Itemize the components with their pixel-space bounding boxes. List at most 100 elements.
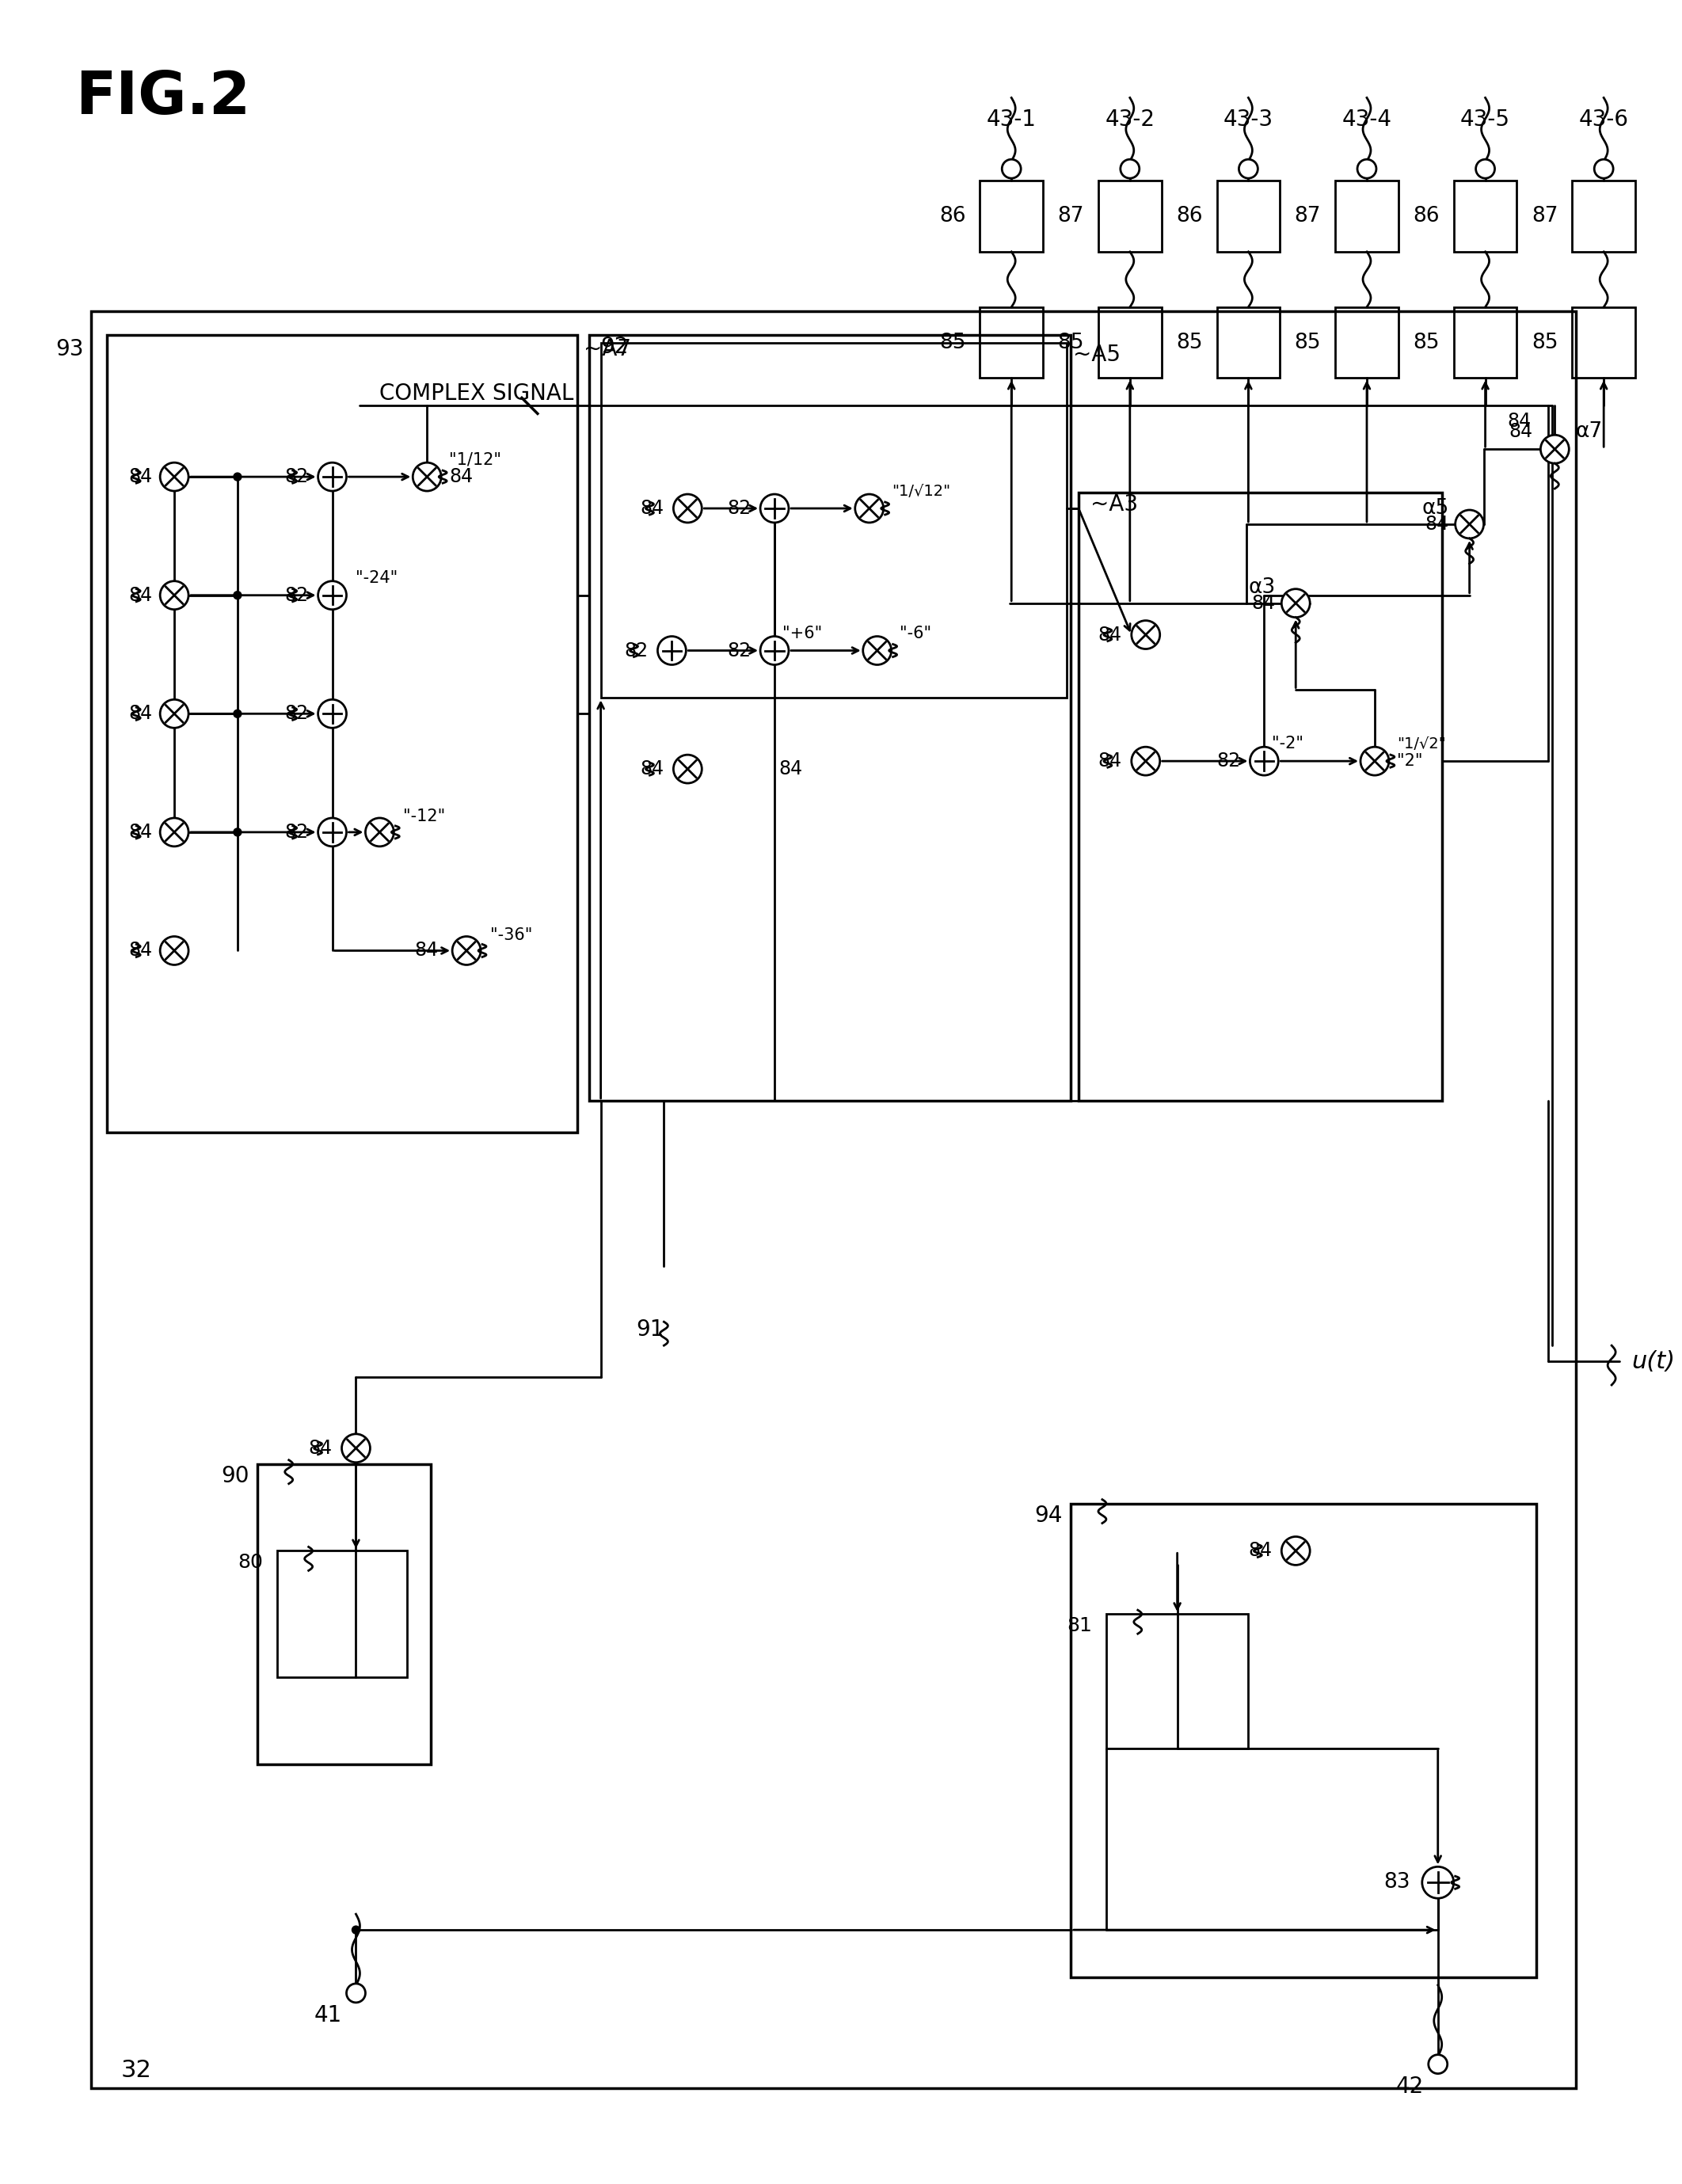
Text: 43-3: 43-3 [1223, 109, 1273, 131]
Circle shape [1132, 620, 1161, 649]
Circle shape [352, 1926, 360, 1933]
Bar [91, 310, 1576, 2088]
Circle shape [1282, 590, 1310, 618]
Bar [1453, 308, 1517, 378]
Circle shape [1250, 747, 1278, 775]
Circle shape [234, 592, 242, 598]
Circle shape [1475, 159, 1495, 179]
Circle shape [1357, 159, 1376, 179]
Circle shape [1428, 2055, 1448, 2073]
Text: α3: α3 [1248, 577, 1275, 598]
Text: FIG.2: FIG.2 [76, 70, 251, 127]
Circle shape [854, 494, 883, 522]
Circle shape [160, 699, 188, 727]
Bar [278, 1551, 407, 1677]
Circle shape [1361, 747, 1389, 775]
Circle shape [1595, 159, 1613, 179]
Bar [589, 334, 1071, 1101]
Text: 84: 84 [449, 467, 473, 487]
Text: 82: 82 [284, 585, 308, 605]
Text: 84: 84 [779, 760, 802, 778]
Circle shape [234, 710, 242, 719]
Text: 87: 87 [1058, 205, 1085, 227]
Circle shape [318, 463, 346, 491]
Text: "-2": "-2" [1272, 736, 1304, 751]
Circle shape [234, 828, 242, 836]
Text: 82: 82 [624, 642, 648, 660]
Text: "-6": "-6" [900, 625, 932, 642]
Text: 85: 85 [939, 332, 965, 354]
Text: 86: 86 [939, 205, 965, 227]
Text: "-12": "-12" [404, 808, 446, 823]
Circle shape [1120, 159, 1139, 179]
Bar [1216, 181, 1280, 251]
Text: 43-5: 43-5 [1460, 109, 1510, 131]
Bar [1336, 181, 1398, 251]
Text: 82: 82 [727, 498, 750, 518]
Circle shape [346, 1983, 365, 2003]
Text: "1/12": "1/12" [449, 452, 501, 467]
Bar [1336, 308, 1398, 378]
Text: 94: 94 [1034, 1505, 1063, 1527]
Bar [108, 334, 577, 1131]
Text: 85: 85 [1413, 332, 1440, 354]
Bar [1071, 1503, 1537, 1977]
Text: 87: 87 [1295, 205, 1320, 227]
Text: "-24": "-24" [357, 570, 399, 585]
Text: 80: 80 [237, 1553, 262, 1572]
Circle shape [160, 937, 188, 965]
Text: "-36": "-36" [489, 926, 533, 943]
Text: 90: 90 [222, 1465, 249, 1487]
Circle shape [1002, 159, 1021, 179]
Circle shape [1240, 159, 1258, 179]
Text: 82: 82 [284, 703, 308, 723]
Circle shape [365, 819, 394, 847]
Bar [1573, 308, 1635, 378]
Text: 43-6: 43-6 [1579, 109, 1628, 131]
Text: 43-2: 43-2 [1105, 109, 1156, 131]
Text: "1/√2": "1/√2" [1396, 736, 1447, 751]
Bar [1098, 308, 1162, 378]
Text: 84: 84 [1098, 625, 1122, 644]
Text: 86: 86 [1413, 205, 1440, 227]
Circle shape [673, 494, 701, 522]
Text: 84: 84 [128, 467, 151, 487]
Bar [600, 343, 1066, 699]
Text: ~A3: ~A3 [1090, 494, 1139, 515]
Circle shape [160, 463, 188, 491]
Circle shape [318, 699, 346, 727]
Circle shape [318, 581, 346, 609]
Text: COMPLEX SIGNAL: COMPLEX SIGNAL [380, 382, 574, 404]
Text: 84: 84 [641, 498, 664, 518]
Bar [1216, 308, 1280, 378]
Text: 84: 84 [128, 823, 151, 841]
Text: 43-1: 43-1 [986, 109, 1036, 131]
Text: 43-4: 43-4 [1342, 109, 1391, 131]
Text: 84: 84 [1507, 413, 1531, 430]
Text: 42: 42 [1396, 2075, 1423, 2097]
Bar [1573, 181, 1635, 251]
Text: 84: 84 [128, 703, 151, 723]
Circle shape [760, 636, 789, 664]
Circle shape [160, 581, 188, 609]
Bar [1453, 181, 1517, 251]
Text: 82: 82 [284, 823, 308, 841]
Text: 32: 32 [121, 2060, 151, 2081]
Text: ~A7: ~A7 [584, 339, 631, 360]
Circle shape [1541, 435, 1569, 463]
Text: α7: α7 [1576, 422, 1603, 441]
Circle shape [1282, 1538, 1310, 1566]
Text: 84: 84 [1098, 751, 1122, 771]
Bar [1078, 494, 1441, 1101]
Bar [981, 308, 1043, 378]
Text: 85: 85 [1058, 332, 1085, 354]
Text: 85: 85 [1531, 332, 1558, 354]
Circle shape [1132, 747, 1161, 775]
Bar [981, 181, 1043, 251]
Circle shape [341, 1435, 370, 1463]
Circle shape [1455, 511, 1484, 539]
Bar [1098, 181, 1162, 251]
Circle shape [234, 474, 242, 480]
Text: "1/√12": "1/√12" [891, 483, 950, 498]
Text: 87: 87 [1531, 205, 1558, 227]
